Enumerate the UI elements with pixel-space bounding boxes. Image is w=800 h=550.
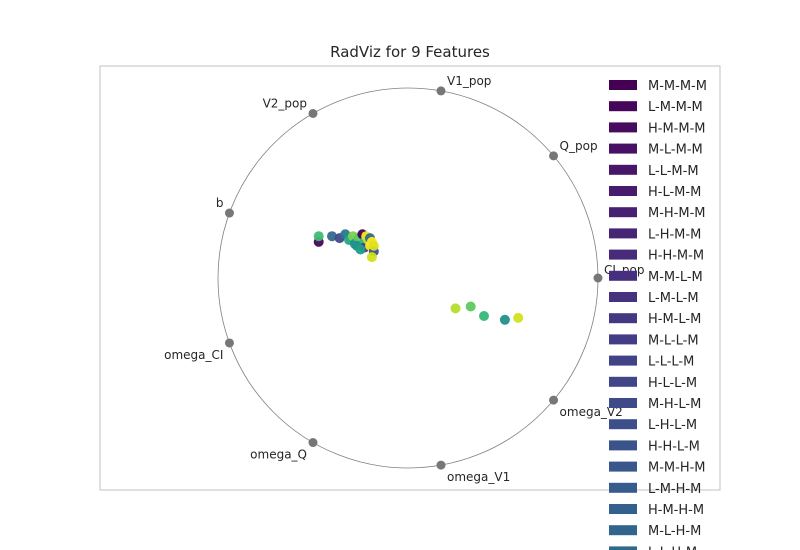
data-point-2 bbox=[327, 231, 337, 242]
legend-swatch-7 bbox=[609, 228, 637, 239]
legend-label-11: H-M-L-M bbox=[648, 312, 701, 327]
legend-label-5: H-L-M-M bbox=[648, 185, 701, 200]
data-point-24 bbox=[479, 311, 489, 321]
legend-swatch-8 bbox=[609, 249, 637, 260]
legend-swatch-18 bbox=[609, 461, 637, 472]
chart-title: RadViz for 9 Features bbox=[330, 43, 490, 61]
legend-swatch-13 bbox=[609, 355, 637, 366]
anchor-point-7 bbox=[436, 460, 446, 470]
anchor-point-6 bbox=[308, 438, 318, 448]
legend-swatch-16 bbox=[609, 419, 637, 430]
data-point-18 bbox=[368, 240, 379, 251]
anchor-label-7: omega_V1 bbox=[447, 470, 510, 484]
anchor-point-4 bbox=[224, 208, 234, 218]
anchor-point-0 bbox=[593, 273, 603, 283]
legend-label-10: L-M-L-M bbox=[648, 291, 699, 306]
data-point-22 bbox=[450, 303, 461, 314]
legend-label-6: M-H-M-M bbox=[648, 206, 706, 221]
legend-label-2: H-M-M-M bbox=[648, 121, 706, 136]
legend-swatch-6 bbox=[609, 207, 637, 218]
legend-swatch-9 bbox=[609, 270, 637, 281]
legend-label-8: H-H-M-M bbox=[648, 249, 704, 264]
legend-label-16: L-H-L-M bbox=[648, 418, 697, 433]
legend-swatch-3 bbox=[609, 143, 637, 154]
legend-swatch-12 bbox=[609, 334, 637, 345]
anchor-label-4: b bbox=[216, 196, 224, 210]
data-point-19 bbox=[366, 252, 377, 263]
anchor-label-8: omega_V2 bbox=[560, 405, 623, 419]
legend-swatch-0 bbox=[609, 80, 637, 90]
anchor-label-3: V2_pop bbox=[263, 96, 307, 110]
legend-label-7: L-H-M-M bbox=[648, 227, 701, 242]
legend-label-0: M-M-M-M bbox=[648, 79, 707, 94]
legend-label-21: M-L-H-M bbox=[648, 524, 701, 539]
anchor-label-2: V1_pop bbox=[447, 74, 491, 88]
legend-swatch-14 bbox=[609, 376, 637, 387]
legend-label-18: M-M-H-M bbox=[648, 461, 706, 476]
legend-swatch-1 bbox=[609, 101, 637, 112]
data-point-1 bbox=[313, 231, 324, 242]
legend-swatch-20 bbox=[609, 504, 637, 514]
legend-swatch-21 bbox=[609, 525, 637, 536]
legend-swatch-19 bbox=[609, 482, 637, 493]
legend-label-22: L-L-H-M bbox=[648, 545, 697, 550]
legend-swatch-15 bbox=[609, 398, 637, 408]
legend-swatch-10 bbox=[609, 292, 637, 302]
legend-label-15: M-H-L-M bbox=[648, 397, 701, 412]
legend-swatch-4 bbox=[609, 164, 637, 175]
anchor-point-8 bbox=[549, 395, 559, 405]
anchor-point-1 bbox=[549, 151, 559, 161]
legend-swatch-17 bbox=[609, 440, 637, 451]
anchor-label-6: omega_Q bbox=[250, 448, 307, 462]
legend-label-12: M-L-L-M bbox=[648, 333, 699, 348]
data-point-23 bbox=[465, 301, 476, 312]
anchor-point-5 bbox=[224, 338, 234, 348]
legend-swatch-2 bbox=[609, 122, 637, 133]
data-point-21 bbox=[355, 244, 366, 255]
legend-label-13: L-L-L-M bbox=[648, 355, 694, 370]
legend-label-9: M-M-L-M bbox=[648, 270, 703, 285]
legend-label-3: M-L-M-M bbox=[648, 143, 703, 158]
anchor-point-2 bbox=[436, 86, 446, 96]
anchor-label-5: omega_CI bbox=[164, 348, 223, 362]
legend-swatch-22 bbox=[609, 546, 637, 550]
anchor-point-3 bbox=[308, 108, 318, 118]
legend-label-17: H-H-L-M bbox=[648, 439, 700, 454]
anchor-label-1: Q_pop bbox=[560, 139, 598, 153]
legend-label-20: H-M-H-M bbox=[648, 503, 704, 518]
legend-label-14: H-L-L-M bbox=[648, 376, 697, 391]
point-group bbox=[313, 229, 524, 325]
legend-swatch-11 bbox=[609, 313, 637, 324]
legend-label-4: L-L-M-M bbox=[648, 164, 699, 179]
data-point-25 bbox=[499, 314, 510, 325]
legend-label-19: L-M-H-M bbox=[648, 482, 701, 497]
legend-swatch-5 bbox=[609, 186, 637, 196]
anchor-group: CI_popQ_popV1_popV2_popbomega_CIomega_Qo… bbox=[164, 74, 644, 484]
data-point-26 bbox=[513, 312, 524, 323]
legend: M-M-M-M L-M-M-M H-M-M-M M-L-M-M L-L-M-M H-L-M… bbox=[609, 79, 707, 550]
legend-label-1: L-M-M-M bbox=[648, 100, 703, 115]
